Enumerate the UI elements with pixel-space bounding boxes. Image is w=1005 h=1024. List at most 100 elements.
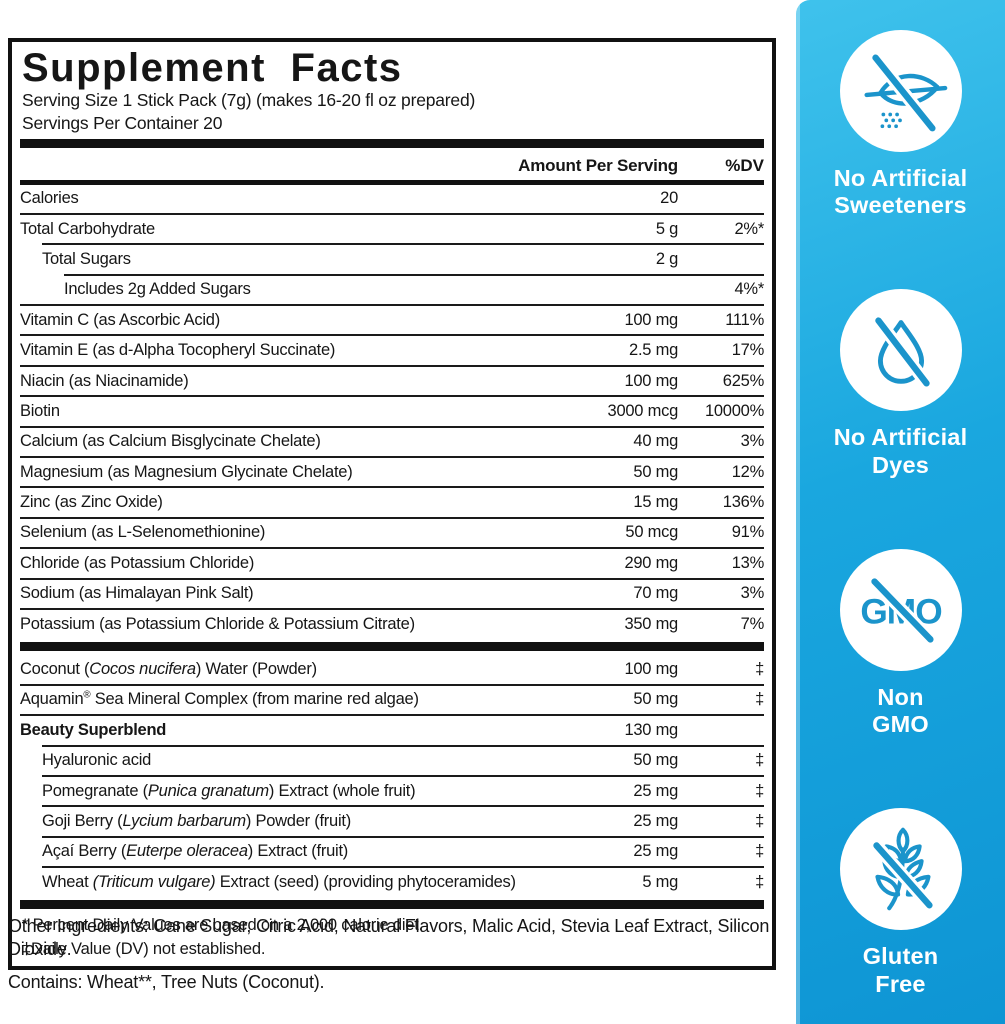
row-amount: 5 mg (642, 872, 678, 891)
row-amount: 100 mg (624, 371, 678, 390)
row-amount: 40 mg (633, 432, 678, 451)
claim-badge-label: Gluten Free (862, 943, 939, 997)
row-nutrient-name: Includes 2g Added Sugars (64, 280, 251, 299)
row-amount: 290 mg (624, 553, 678, 572)
row-nutrient-name: Potassium (as Potassium Chloride & Potas… (20, 614, 415, 633)
row-daily-value: ‡ (755, 781, 764, 800)
table-row: Selenium (as L-Selenomethionine) 50 mcg 91… (20, 516, 764, 547)
row-nutrient-name: Goji Berry (Lycium barbarum) Powder (fru… (42, 812, 351, 830)
other-ingredients-statement: Other Ingredients: Cane Sugar, Citric Ac… (8, 916, 770, 960)
table-row: Total Carbohydrate 5 g 2%* (20, 212, 764, 243)
row-nutrient-name: Total Sugars (42, 249, 131, 268)
claim-badge-label: No Artificial Dyes (833, 424, 968, 478)
claim-badge-label: No Artificial Sweeteners (833, 165, 968, 219)
row-daily-value: 12% (731, 462, 765, 481)
servings-per-container-text: Servings Per Container 20 (22, 112, 223, 133)
table-row: Potassium (as Potassium Chloride & Potas… (20, 607, 765, 638)
row-amount: 350 mg (624, 614, 678, 633)
table-row: Includes 2g Added Sugars 4%* (64, 273, 764, 304)
botanical-rows-section: Coconut (Cocos nucifera) Water (Powder) 1… (20, 655, 764, 896)
row-daily-value: 7% (740, 614, 765, 633)
table-row: Açaí Berry (Euterpe oleracea) Extract (f… (42, 835, 764, 866)
table-row: Sodium (as Himalayan Pink Salt) 70 mg 3% (20, 577, 765, 608)
row-daily-value: ‡ (755, 751, 764, 770)
table-row: Beauty Superblend 130 mg (20, 714, 764, 744)
table-row: Vitamin C (as Ascorbic Acid) 100 mg 111% (20, 304, 764, 334)
table-row: Biotin 3000 mcg 10000% (20, 395, 764, 425)
table-row: Chloride (as Potassium Chloride) 290 mg 13… (20, 547, 764, 577)
gluten-free-icon (839, 808, 962, 931)
contains-statement: Contains: Wheat**, Tree Nuts (Coconut). (8, 971, 325, 992)
nutrient-rows-section: Calories 20 Total Carbohydrate 5 g 2%* Total … (20, 185, 764, 639)
table-header-row: Amount Per Serving %DV (20, 152, 764, 180)
row-daily-value: 136% (722, 493, 764, 512)
row-amount: 50 mg (633, 690, 678, 709)
row-amount: 130 mg (624, 720, 678, 739)
row-amount: 15 mg (633, 493, 678, 512)
divider-medium (20, 179, 764, 185)
table-row: Zinc (as Zinc Oxide) 15 mg 136% (20, 486, 764, 516)
row-nutrient-name: Calories (20, 189, 79, 208)
table-row: Calcium (as Calcium Bisglycinate Chelate… (20, 425, 765, 456)
no-artificial-dyes-icon (839, 289, 962, 412)
row-daily-value: 13% (731, 553, 765, 572)
row-nutrient-name: Aquamin® Sea Mineral Complex (from marin… (20, 690, 419, 709)
row-amount: 100 mg (624, 310, 678, 329)
row-nutrient-name: Vitamin C (as Ascorbic Acid) (20, 310, 220, 329)
row-amount: 3000 mcg (607, 401, 679, 420)
column-amount-per-serving: Amount Per Serving (518, 155, 678, 175)
row-amount: 50 mg (633, 462, 678, 481)
row-daily-value: 4%* (734, 280, 764, 299)
row-daily-value: 3% (740, 432, 765, 451)
supplement-facts-panel: Supplement Facts Serving Size 1 Stick Pa… (8, 38, 776, 970)
table-row: Aquamin® Sea Mineral Complex (from marin… (20, 683, 764, 714)
non-gmo-icon: GMO (839, 548, 962, 671)
row-daily-value: ‡ (755, 842, 764, 861)
no-artificial-sweeteners-icon (839, 30, 962, 152)
row-daily-value: 3% (740, 584, 765, 603)
claim-badge-label: Non GMO (872, 683, 929, 738)
row-nutrient-name: Niacin (as Niacinamide) (20, 371, 189, 390)
claim-badge: Gluten Free (796, 808, 1005, 998)
table-row: Pomegranate (Punica granatum) Extract (w… (42, 774, 764, 805)
row-daily-value: ‡ (755, 872, 764, 891)
claims-sidebar: No Artificial Sweeteners No Artificial Dye… (796, 0, 1005, 1024)
row-nutrient-name: Total Carbohydrate (20, 219, 155, 238)
table-row: Goji Berry (Lycium barbarum) Powder (fru… (42, 805, 764, 835)
row-nutrient-name: Vitamin E (as d-Alpha Tocopheryl Succina… (20, 341, 336, 360)
row-nutrient-name: Coconut (Cocos nucifera) Water (Powder) (20, 660, 317, 679)
row-nutrient-name: Magnesium (as Magnesium Glycinate Chelat… (20, 462, 353, 481)
row-nutrient-name: Wheat (Triticum vulgare) Extract (seed) … (42, 872, 516, 891)
row-daily-value: 10000% (704, 401, 764, 420)
row-nutrient-name: Sodium (as Himalayan Pink Salt) (20, 584, 254, 603)
divider-thick-middle (20, 642, 764, 652)
row-daily-value: ‡ (755, 660, 764, 679)
table-row: Magnesium (as Magnesium Glycinate Chelat… (20, 456, 764, 486)
row-nutrient-name: Hyaluronic acid (42, 751, 152, 770)
table-row: Coconut (Cocos nucifera) Water (Powder) 1… (20, 655, 764, 683)
row-amount: 25 mg (633, 812, 678, 830)
divider-thick-bottom (20, 900, 764, 910)
row-daily-value: ‡ (755, 690, 764, 709)
row-nutrient-name: Selenium (as L-Selenomethionine) (20, 523, 266, 542)
panel-title: Supplement Facts (22, 46, 403, 90)
row-amount: 70 mg (633, 584, 678, 603)
divider-thick-top (20, 138, 764, 148)
row-amount: 100 mg (624, 660, 678, 679)
table-row: Wheat (Triticum vulgare) Extract (seed) … (42, 866, 764, 896)
row-amount: 2.5 mg (629, 341, 678, 360)
row-amount: 25 mg (633, 842, 678, 861)
row-nutrient-name: Calcium (as Calcium Bisglycinate Chelate… (20, 432, 321, 451)
claim-badge: No Artificial Sweeteners (796, 30, 1005, 220)
row-nutrient-name: Chloride (as Potassium Chloride) (20, 553, 255, 572)
row-amount: 25 mg (633, 781, 678, 800)
footnote-percent-dv: * Percent Daily Values are based on a 2,… (22, 916, 424, 935)
serving-size-text: Serving Size 1 Stick Pack (7g) (makes 16… (22, 90, 476, 110)
footnote-dagger: ‡Daily Value (DV) not established. (22, 939, 266, 958)
claim-badge: GMO Non GMO (796, 548, 1005, 739)
table-row: Calories 20 (20, 185, 764, 213)
column-percent-dv: %DV (725, 155, 764, 175)
row-amount: 50 mg (633, 751, 678, 770)
row-amount: 2 g (655, 249, 678, 268)
table-row: Total Sugars 2 g (42, 243, 764, 273)
